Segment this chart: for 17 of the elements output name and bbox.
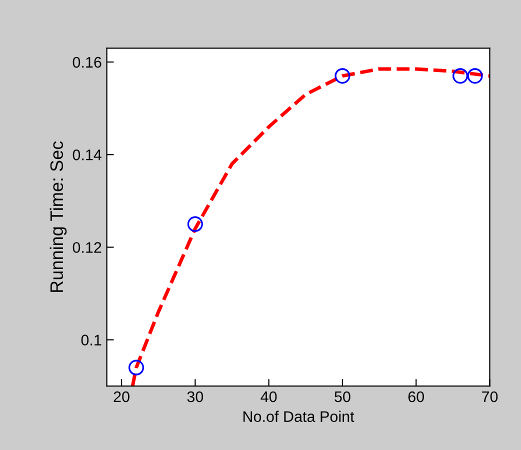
- point: [187, 216, 203, 232]
- point: [128, 360, 144, 376]
- point: [334, 68, 350, 84]
- x-tick-label: 20: [114, 391, 130, 402]
- y-tick-label: 0.16: [72, 56, 102, 68]
- y-tick-label: 0.1: [81, 334, 102, 346]
- x-tick-label: 50: [334, 391, 350, 402]
- point: [452, 68, 468, 84]
- x-axis-title: No.of Data Point: [243, 410, 354, 422]
- y-axis-title: Running Time: Sec: [50, 141, 67, 292]
- x-tick-label: 70: [482, 391, 498, 402]
- y-tick-label: 0.14: [72, 149, 102, 160]
- x-tick-label: 60: [408, 391, 424, 402]
- x-tick-label: 40: [260, 391, 277, 402]
- point: [467, 68, 483, 84]
- x-tick-label: 30: [187, 391, 204, 402]
- y-tick-label: 0.12: [72, 242, 102, 253]
